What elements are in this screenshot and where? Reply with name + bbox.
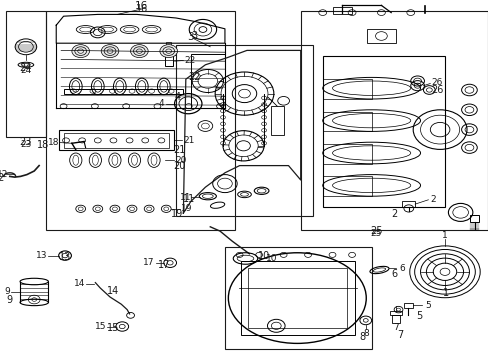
Text: 21: 21 [173,145,185,156]
Bar [166,42,171,47]
Text: 6: 6 [390,269,397,279]
Bar [322,79,371,99]
Bar [389,311,401,315]
Text: 19: 19 [171,209,183,219]
Bar [59,130,173,150]
Bar [300,11,487,230]
Text: 22: 22 [184,56,196,65]
Bar [241,261,354,335]
Circle shape [130,45,148,58]
Bar [332,7,351,14]
Bar [469,215,478,222]
Text: 13: 13 [59,252,71,262]
Bar [248,268,346,328]
Bar [322,176,371,196]
Text: 11: 11 [183,194,195,204]
Text: 18: 18 [37,140,49,150]
Text: 15: 15 [106,323,119,333]
Bar [366,29,395,43]
Bar [63,133,168,148]
Text: 16: 16 [135,4,148,14]
Text: 17: 17 [157,260,169,270]
Text: 7: 7 [392,323,398,332]
Bar [176,45,312,216]
Text: 8: 8 [359,332,365,342]
Bar [271,106,283,135]
Text: 14: 14 [106,286,119,296]
Text: 3: 3 [187,32,194,42]
Text: 24: 24 [20,66,32,75]
Text: 16: 16 [135,1,148,12]
Text: 6: 6 [398,264,404,273]
Text: 25: 25 [370,229,382,238]
Text: 3: 3 [191,31,197,41]
Text: 21: 21 [183,136,194,145]
Text: 5: 5 [416,311,422,321]
Circle shape [72,45,89,58]
Text: 7: 7 [396,330,402,340]
Text: 14: 14 [73,279,85,288]
Text: 26: 26 [430,78,442,87]
Text: 15: 15 [94,322,106,331]
Text: 5: 5 [424,301,430,310]
Text: 8: 8 [362,328,368,338]
Text: 10: 10 [265,254,277,263]
Bar [46,11,234,230]
Text: 22: 22 [188,72,201,82]
Text: 1: 1 [442,288,448,298]
Bar [322,144,371,164]
Text: 18: 18 [47,138,59,147]
Bar [403,303,412,308]
Text: 2: 2 [390,209,396,219]
Circle shape [160,45,177,58]
Text: 23: 23 [20,137,32,147]
Text: 4: 4 [174,92,181,102]
Bar [190,54,224,108]
Text: 20: 20 [173,161,185,171]
Circle shape [101,45,119,58]
Bar [322,112,371,131]
Bar [391,315,399,323]
Text: 23: 23 [20,140,32,149]
Text: 9: 9 [6,294,12,305]
Bar [6,11,46,137]
Bar [163,52,174,55]
Text: 1: 1 [441,231,447,240]
Text: 20: 20 [175,156,186,165]
Text: 4: 4 [158,99,164,108]
Text: 25: 25 [369,226,382,236]
Text: 12: 12 [0,173,5,183]
Text: 11: 11 [180,193,191,202]
Text: 26: 26 [430,85,443,95]
Bar [224,247,371,349]
Text: 13: 13 [36,251,47,260]
Text: 12: 12 [0,170,8,179]
Bar [322,56,444,207]
Text: 10: 10 [258,251,270,261]
Text: 9: 9 [4,287,10,297]
Bar [63,89,183,94]
Bar [164,55,172,66]
Text: 2: 2 [429,194,435,204]
Text: 24: 24 [20,63,32,73]
Text: 17: 17 [143,258,155,267]
Text: 19: 19 [181,204,192,213]
Bar [402,201,414,207]
